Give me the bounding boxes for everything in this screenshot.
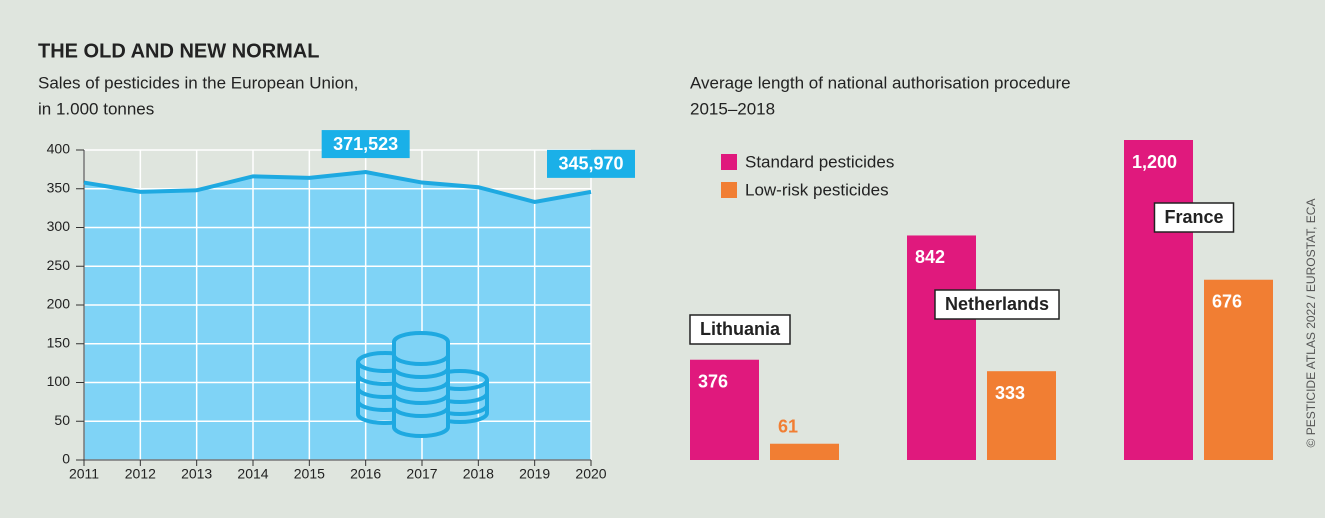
- legend-label: Standard pesticides: [745, 152, 894, 171]
- y-tick-label: 0: [62, 451, 70, 467]
- x-tick-label: 2013: [181, 466, 212, 482]
- x-tick-label: 2019: [519, 466, 550, 482]
- x-tick-label: 2018: [463, 466, 494, 482]
- category-label: Lithuania: [700, 319, 781, 339]
- area: [84, 172, 591, 460]
- y-tick-label: 300: [47, 218, 71, 234]
- value-label: 676: [1212, 291, 1242, 311]
- value-label: 1,200: [1132, 152, 1177, 172]
- value-label-box: [547, 149, 635, 178]
- x-tick-label: 2012: [125, 466, 156, 482]
- x-tick-label: 2011: [69, 466, 99, 482]
- value-label: 376: [698, 371, 728, 391]
- y-tick-label: 250: [47, 257, 71, 273]
- x-tick-label: 2015: [294, 466, 325, 482]
- category-label: Netherlands: [945, 294, 1049, 314]
- x-tick-label: 2020: [575, 466, 606, 482]
- source: © PESTICIDE ATLAS 2022 / EUROSTAT, ECA: [1304, 199, 1318, 448]
- y-tick-label: 200: [47, 296, 71, 312]
- legend-swatch: [721, 154, 737, 170]
- y-tick-label: 150: [47, 334, 71, 350]
- bar: [770, 443, 839, 460]
- bar: [987, 371, 1056, 460]
- category-box: [1153, 202, 1235, 233]
- subtitle: 2015–2018: [690, 99, 775, 118]
- bar: [690, 359, 759, 460]
- category-box: [934, 289, 1060, 320]
- subtitle: Average length of national authorisation…: [690, 73, 1071, 92]
- category-box: [689, 314, 791, 345]
- x-tick-label: 2014: [237, 466, 268, 482]
- category-label: France: [1164, 207, 1223, 227]
- bar: [1204, 279, 1273, 460]
- coins-icon: [356, 331, 489, 438]
- y-tick-label: 350: [47, 179, 71, 195]
- subtitle: Sales of pesticides in the European Unio…: [38, 73, 358, 92]
- value-label: 345,970: [558, 154, 623, 174]
- chart-title: THE OLD AND NEW NORMAL: [38, 40, 319, 62]
- value-label: 61: [778, 416, 798, 436]
- y-tick-label: 100: [47, 373, 71, 389]
- x-tick-label: 2016: [350, 466, 381, 482]
- y-tick-label: 50: [54, 412, 70, 428]
- value-label: 333: [995, 383, 1025, 403]
- line: [83, 170, 592, 204]
- subtitle: in 1.000 tonnes: [38, 99, 154, 118]
- legend-label: Low-risk pesticides: [745, 180, 889, 199]
- value-label: 371,523: [333, 134, 398, 154]
- legend-swatch: [721, 182, 737, 198]
- value-label-box: [321, 130, 410, 159]
- x-tick-label: 2017: [406, 466, 437, 482]
- value-label: 842: [915, 247, 945, 267]
- bar: [907, 235, 976, 460]
- y-tick-label: 400: [47, 141, 71, 157]
- bar: [1124, 140, 1193, 460]
